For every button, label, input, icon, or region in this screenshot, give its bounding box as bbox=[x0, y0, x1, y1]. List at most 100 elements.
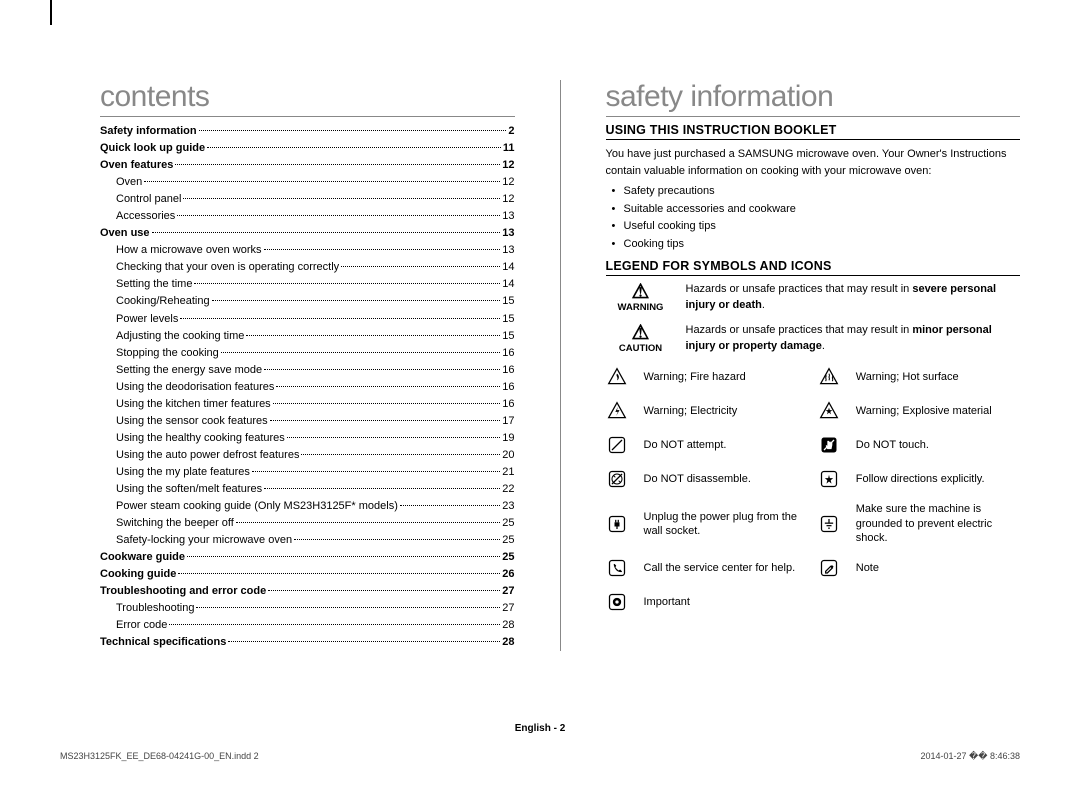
toc-label: Adjusting the cooking time bbox=[116, 328, 244, 345]
bullet-item: Useful cooking tips bbox=[624, 218, 1021, 236]
toc-leader-dots bbox=[264, 249, 501, 250]
toc-leader-dots bbox=[177, 215, 500, 216]
toc-page-number: 2 bbox=[508, 123, 514, 140]
toc-page-number: 17 bbox=[502, 413, 514, 430]
intro-bullets: Safety precautionsSuitable accessories a… bbox=[606, 183, 1021, 253]
toc-leader-dots bbox=[246, 335, 500, 336]
no-attempt-icon bbox=[606, 434, 628, 456]
toc-leader-dots bbox=[236, 522, 500, 523]
toc-label: Setting the time bbox=[116, 276, 192, 293]
toc-leader-dots bbox=[273, 403, 501, 404]
toc-page-number: 16 bbox=[502, 396, 514, 413]
no-disassemble-icon bbox=[606, 468, 628, 490]
toc-label: Using the my plate features bbox=[116, 464, 250, 481]
hot-surface-icon bbox=[818, 366, 840, 388]
toc-row: Error code28 bbox=[100, 617, 515, 634]
toc-leader-dots bbox=[212, 300, 501, 301]
toc-leader-dots bbox=[270, 420, 501, 421]
toc-label: Oven use bbox=[100, 225, 150, 242]
contents-column: contents Safety information2Quick look u… bbox=[100, 80, 515, 651]
toc-leader-dots bbox=[183, 198, 500, 199]
toc-leader-dots bbox=[276, 386, 500, 387]
caution-text-a: Hazards or unsafe practices that may res… bbox=[686, 324, 913, 336]
icon-legend-grid: Warning; Fire hazardWarning; Hot surface… bbox=[606, 366, 1021, 613]
toc-label: Safety information bbox=[100, 123, 197, 140]
intro-paragraph: You have just purchased a SAMSUNG microw… bbox=[606, 146, 1021, 179]
toc-page-number: 13 bbox=[502, 242, 514, 259]
toc-label: Safety-locking your microwave oven bbox=[116, 532, 292, 549]
toc-row: Troubleshooting and error code27 bbox=[100, 583, 515, 600]
no-touch-icon bbox=[818, 434, 840, 456]
toc-leader-dots bbox=[152, 232, 501, 233]
bullet-item: Cooking tips bbox=[624, 236, 1021, 254]
ground-icon bbox=[818, 513, 840, 535]
toc-page-number: 28 bbox=[502, 634, 514, 651]
toc-row: Switching the beeper off25 bbox=[100, 515, 515, 532]
toc-label: Using the kitchen timer features bbox=[116, 396, 271, 413]
bullet-item: Suitable accessories and cookware bbox=[624, 201, 1021, 219]
toc-row: Using the deodorisation features 16 bbox=[100, 379, 515, 396]
toc-row: Using the healthy cooking features19 bbox=[100, 430, 515, 447]
icon-description: Do NOT attempt. bbox=[644, 438, 808, 452]
toc-label: Oven features bbox=[100, 157, 173, 174]
toc-page-number: 22 bbox=[502, 481, 514, 498]
toc-label: Checking that your oven is operating cor… bbox=[116, 259, 339, 276]
warning-label: WARNING bbox=[606, 302, 676, 313]
toc-page-number: 16 bbox=[502, 379, 514, 396]
toc-row: Cookware guide25 bbox=[100, 549, 515, 566]
toc-row: Power steam cooking guide (Only MS23H312… bbox=[100, 498, 515, 515]
toc-row: Setting the time 14 bbox=[100, 276, 515, 293]
toc-leader-dots bbox=[196, 607, 500, 608]
safety-column: safety information USING THIS INSTRUCTIO… bbox=[606, 80, 1021, 651]
icon-description: Follow directions explicitly. bbox=[856, 472, 1020, 486]
toc-label: Using the deodorisation features bbox=[116, 379, 274, 396]
toc-row: Using the soften/melt features22 bbox=[100, 481, 515, 498]
using-booklet-heading: USING THIS INSTRUCTION BOOKLET bbox=[606, 123, 1021, 140]
safety-heading: safety information bbox=[606, 80, 1021, 117]
explosive-icon bbox=[818, 400, 840, 422]
toc-page-number: 15 bbox=[502, 293, 514, 310]
page-footer-bar: MS23H3125FK_EE_DE68-04241G-00_EN.indd 2 … bbox=[60, 751, 1020, 762]
toc-page-number: 12 bbox=[502, 191, 514, 208]
toc-label: Troubleshooting bbox=[116, 600, 194, 617]
toc-row: Technical specifications28 bbox=[100, 634, 515, 651]
toc-label: Using the healthy cooking features bbox=[116, 430, 285, 447]
page-footer-center: English - 2 bbox=[0, 723, 1080, 734]
toc-leader-dots bbox=[228, 641, 500, 642]
toc-leader-dots bbox=[301, 454, 500, 455]
toc-leader-dots bbox=[180, 318, 500, 319]
toc-page-number: 13 bbox=[502, 225, 514, 242]
toc-row: Control panel12 bbox=[100, 191, 515, 208]
toc-page-number: 12 bbox=[502, 157, 514, 174]
table-of-contents: Safety information2Quick look up guide11… bbox=[100, 123, 515, 651]
fire-icon bbox=[606, 366, 628, 388]
toc-leader-dots bbox=[144, 181, 500, 182]
toc-row: Troubleshooting27 bbox=[100, 600, 515, 617]
toc-leader-dots bbox=[264, 488, 500, 489]
icon-description: Warning; Electricity bbox=[644, 404, 808, 418]
toc-label: How a microwave oven works bbox=[116, 242, 262, 259]
toc-page-number: 21 bbox=[502, 464, 514, 481]
toc-leader-dots bbox=[264, 369, 500, 370]
unplug-icon bbox=[606, 513, 628, 535]
toc-label: Stopping the cooking bbox=[116, 345, 219, 362]
toc-leader-dots bbox=[252, 471, 500, 472]
icon-description: Note bbox=[856, 561, 1020, 575]
toc-row: Oven features 12 bbox=[100, 157, 515, 174]
icon-description: Do NOT touch. bbox=[856, 438, 1020, 452]
toc-page-number: 14 bbox=[502, 276, 514, 293]
toc-label: Setting the energy save mode bbox=[116, 362, 262, 379]
warning-triangle-icon: ⚠ bbox=[606, 282, 676, 302]
toc-page-number: 27 bbox=[502, 583, 514, 600]
icon-description: Call the service center for help. bbox=[644, 561, 808, 575]
toc-page-number: 15 bbox=[502, 311, 514, 328]
note-icon bbox=[818, 557, 840, 579]
toc-page-number: 15 bbox=[502, 328, 514, 345]
toc-page-number: 20 bbox=[502, 447, 514, 464]
toc-row: Using the kitchen timer features 16 bbox=[100, 396, 515, 413]
electricity-icon bbox=[606, 400, 628, 422]
toc-row: Cooking guide26 bbox=[100, 566, 515, 583]
toc-page-number: 23 bbox=[502, 498, 514, 515]
toc-label: Switching the beeper off bbox=[116, 515, 234, 532]
two-column-layout: contents Safety information2Quick look u… bbox=[100, 80, 1020, 651]
